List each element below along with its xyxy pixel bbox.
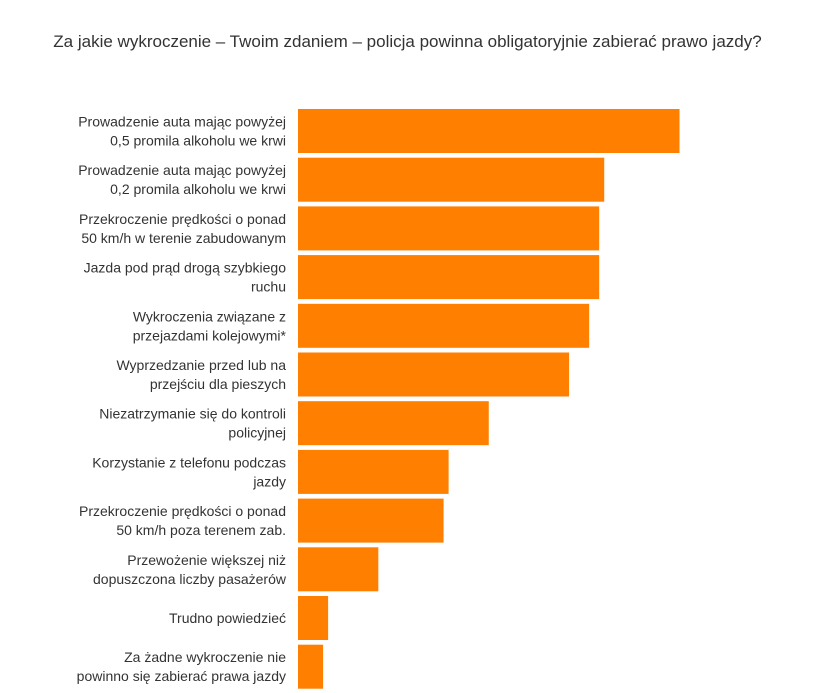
- category-label-line: przejściu dla pieszych: [150, 376, 286, 392]
- bar-6: [298, 401, 489, 446]
- category-label-line: powinno się zabierać prawa jazdy: [77, 668, 286, 684]
- category-label-7: Korzystanie z telefonu podczas jazdy: [92, 454, 286, 489]
- bar-8: [298, 498, 444, 543]
- category-label-line: 0,5 promila alkoholu we krwi: [110, 133, 286, 149]
- category-label-8: Przekroczenie prędkości o ponad 50 km/h p…: [79, 503, 286, 538]
- category-label-line: 0,2 promila alkoholu we krwi: [110, 181, 286, 197]
- bar-7: [298, 449, 449, 494]
- bar-4: [298, 303, 590, 348]
- category-label-5: Wyprzedzanie przed lub na przejściu dla p…: [116, 357, 286, 392]
- category-label-line: jazdy: [252, 473, 286, 489]
- category-label-line: Trudno powiedzieć: [169, 610, 286, 626]
- bar-0: [298, 109, 680, 153]
- category-label-0: Prowadzenie auta mając powyżej 0,5 promil…: [78, 114, 286, 149]
- bar-11: [298, 644, 324, 689]
- bar-1: [298, 157, 605, 202]
- category-label-2: Przekroczenie prędkości o ponad 50 km/h w…: [79, 211, 286, 246]
- category-label-line: Wykroczenia związane z: [133, 308, 286, 324]
- category-label-line: Jazda pod prąd drogą szybkiego: [84, 260, 287, 276]
- category-label-3: Jazda pod prąd drogą szybkiego ruchu: [84, 260, 287, 295]
- category-label-line: Przekroczenie prędkości o ponad: [79, 211, 286, 227]
- bar-3: [298, 255, 600, 300]
- chart-title: Za jakie wykroczenie – Twoim zdaniem – p…: [53, 32, 762, 51]
- category-label-line: Przekroczenie prędkości o ponad: [79, 503, 286, 519]
- category-label-11: Za żadne wykroczenie nie powinno się zabi…: [77, 649, 287, 684]
- category-label-line: dopuszczona liczby pasażerów: [93, 571, 287, 587]
- category-label-9: Przewożenie większej niż dopuszczona licz…: [93, 552, 287, 587]
- category-label-1: Prowadzenie auta mając powyżej 0,2 promil…: [78, 162, 286, 197]
- category-label-line: 50 km/h poza terenem zab.: [116, 522, 286, 538]
- category-label-line: policyjnej: [228, 425, 286, 441]
- category-label-line: Za żadne wykroczenie nie: [124, 649, 286, 665]
- category-label-line: Wyprzedzanie przed lub na: [116, 357, 286, 373]
- category-label-4: Wykroczenia związane z przejazdami kolejo…: [133, 308, 287, 343]
- category-label-10: Trudno powiedzieć: [169, 610, 286, 626]
- category-label-6: Niezatrzymanie się do kontroli policyjnej: [99, 406, 286, 441]
- bar-2: [298, 206, 600, 251]
- bar-5: [298, 352, 570, 397]
- category-label-line: 50 km/h w terenie zabudowanym: [81, 230, 286, 246]
- bar-10: [298, 596, 329, 640]
- bar-9: [298, 547, 379, 592]
- category-label-line: Przewożenie większej niż: [127, 552, 286, 568]
- category-label-line: Niezatrzymanie się do kontroli: [99, 406, 286, 422]
- category-label-line: Prowadzenie auta mając powyżej: [78, 162, 286, 178]
- category-label-line: Prowadzenie auta mając powyżej: [78, 114, 286, 130]
- category-label-line: ruchu: [251, 279, 286, 295]
- category-label-line: przejazdami kolejowymi*: [133, 327, 287, 343]
- category-label-line: Korzystanie z telefonu podczas: [92, 454, 286, 470]
